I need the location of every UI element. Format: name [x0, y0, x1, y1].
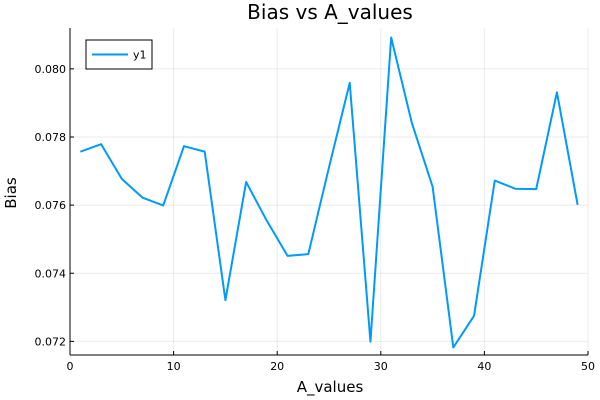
data-point [245, 181, 247, 183]
data-point [121, 178, 123, 180]
legend: y1 [85, 39, 153, 70]
y-tick-label: 0.072 [35, 335, 67, 348]
data-point [494, 180, 496, 182]
y-tick-label: 0.080 [35, 63, 67, 76]
series-layer [79, 36, 579, 349]
data-point [100, 143, 102, 145]
data-point [473, 315, 475, 317]
legend-label-y1: y1 [133, 49, 147, 62]
data-point [535, 188, 537, 190]
x-axis-label: A_values [297, 378, 364, 397]
data-point [432, 186, 434, 188]
data-point [79, 151, 81, 153]
data-point [266, 220, 268, 222]
y-tick-label: 0.074 [35, 267, 67, 280]
ticks-layer: 0 10 20 30 40 50 0.072 0.074 0.076 0.078 0.080 [35, 63, 596, 373]
x-tick-label: 10 [167, 360, 181, 373]
data-point [411, 122, 413, 124]
grid-layer [69, 28, 589, 355]
x-tick-label: 0 [67, 360, 74, 373]
data-point [204, 151, 206, 153]
x-tick-label: 40 [477, 360, 491, 373]
data-point [390, 37, 392, 39]
y-axis-label: Bias [2, 177, 20, 209]
data-point [369, 341, 371, 343]
data-point [556, 91, 558, 93]
data-point [577, 204, 579, 206]
chart-title: Bias vs A_values [247, 0, 413, 24]
x-tick-label: 30 [374, 360, 388, 373]
axes-layer [69, 28, 588, 356]
data-point [514, 188, 516, 190]
data-point [142, 197, 144, 199]
x-tick-label: 20 [270, 360, 284, 373]
y-tick-label: 0.078 [35, 131, 67, 144]
data-point [307, 253, 309, 255]
y-tick-label: 0.076 [35, 199, 67, 212]
data-point [328, 166, 330, 168]
data-point [183, 145, 185, 147]
x-tick-label: 50 [581, 360, 595, 373]
data-point [349, 82, 351, 84]
data-point [452, 347, 454, 349]
data-point [224, 299, 226, 301]
data-point [162, 204, 164, 206]
series-line-y1 [80, 36, 579, 349]
data-point [287, 255, 289, 257]
